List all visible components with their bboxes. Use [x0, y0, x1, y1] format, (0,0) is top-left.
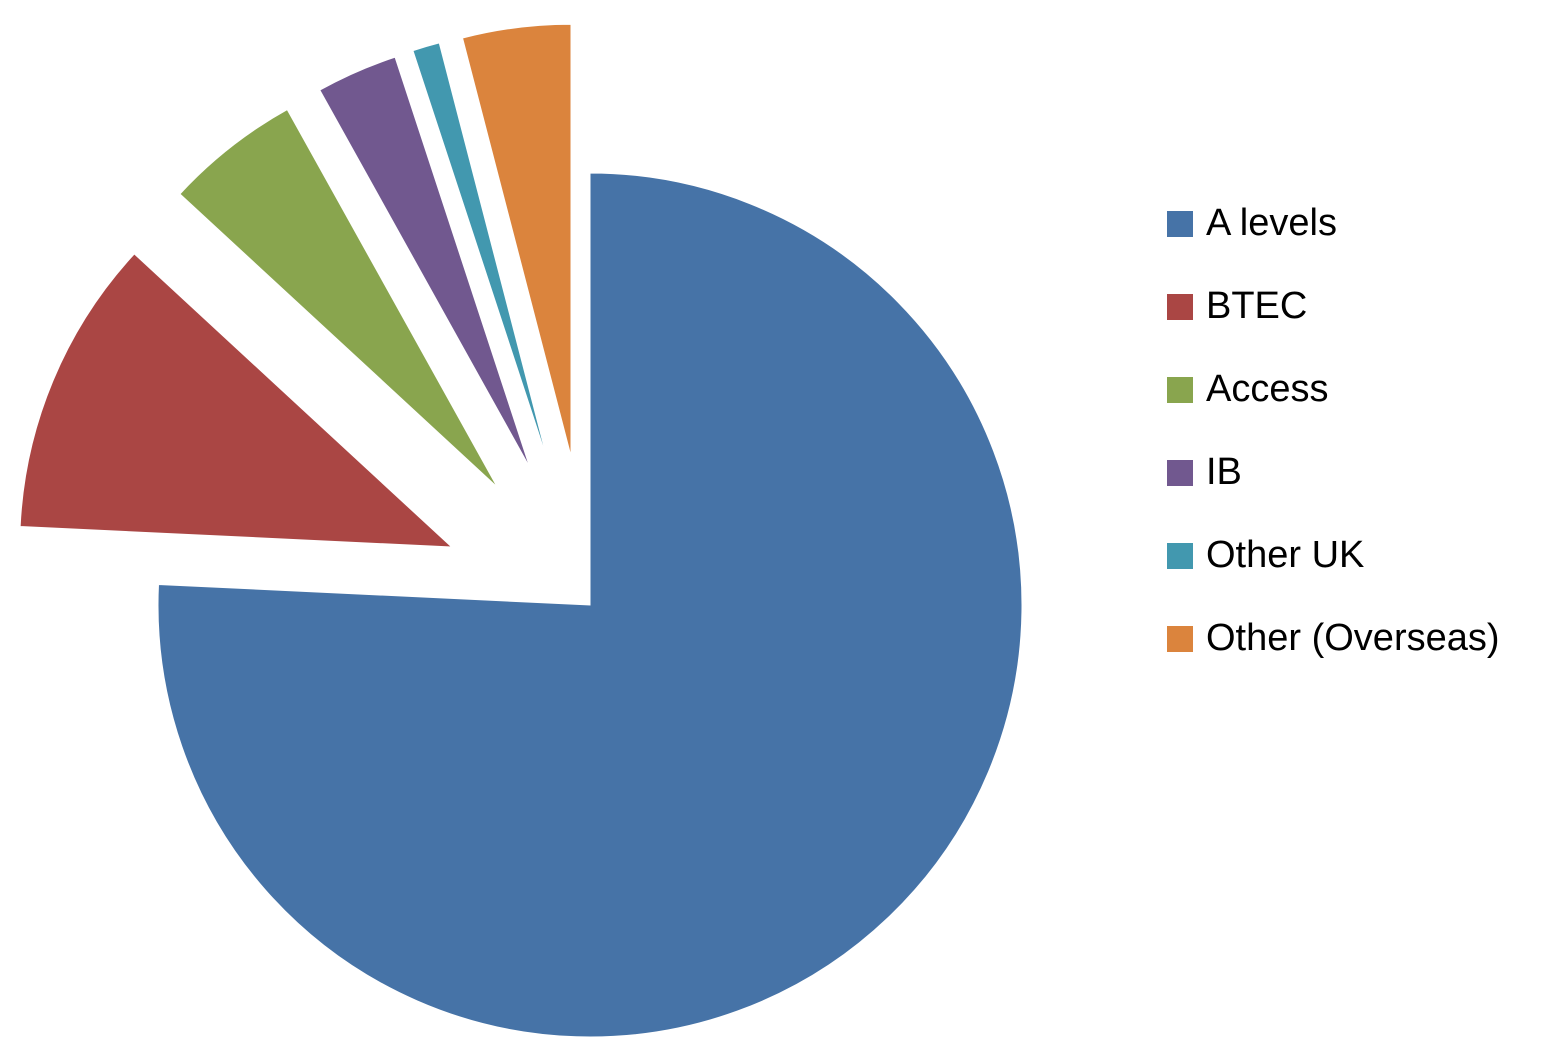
legend-swatch-other-uk — [1167, 543, 1193, 569]
pie-slice-a-levels — [157, 172, 1023, 1038]
legend-swatch-access — [1167, 377, 1193, 403]
pie-slice-ib — [319, 56, 531, 468]
legend-label-other-uk: Other UK — [1206, 534, 1364, 576]
pie-slice-other-uk — [412, 42, 549, 462]
legend-label-access: Access — [1206, 368, 1328, 410]
pie-slice-other-overseas — [461, 23, 572, 457]
legend-label-ib: IB — [1206, 451, 1242, 493]
legend-item-ib: IB — [1167, 451, 1242, 493]
legend-swatch-btec — [1167, 294, 1193, 320]
legend-label-btec: BTEC — [1206, 285, 1307, 327]
legend-item-a-levels: A levels — [1167, 202, 1337, 244]
pie-slices — [19, 23, 1023, 1038]
legend: A levels BTEC Access IB Other UK Other (Overs… — [1167, 202, 1500, 659]
legend-item-other-overseas: Other (Overseas) — [1167, 617, 1500, 659]
legend-swatch-a-levels — [1167, 211, 1193, 237]
legend-item-other-uk: Other UK — [1167, 534, 1364, 576]
legend-item-btec: BTEC — [1167, 285, 1307, 327]
legend-swatch-ib — [1167, 460, 1193, 486]
legend-item-access: Access — [1167, 368, 1328, 410]
legend-label-a-levels: A levels — [1206, 202, 1337, 244]
pie-slice-btec — [19, 253, 453, 548]
legend-label-other-overseas: Other (Overseas) — [1206, 617, 1500, 659]
pie-slice-access — [179, 108, 498, 488]
legend-swatch-other-overseas — [1167, 626, 1193, 652]
